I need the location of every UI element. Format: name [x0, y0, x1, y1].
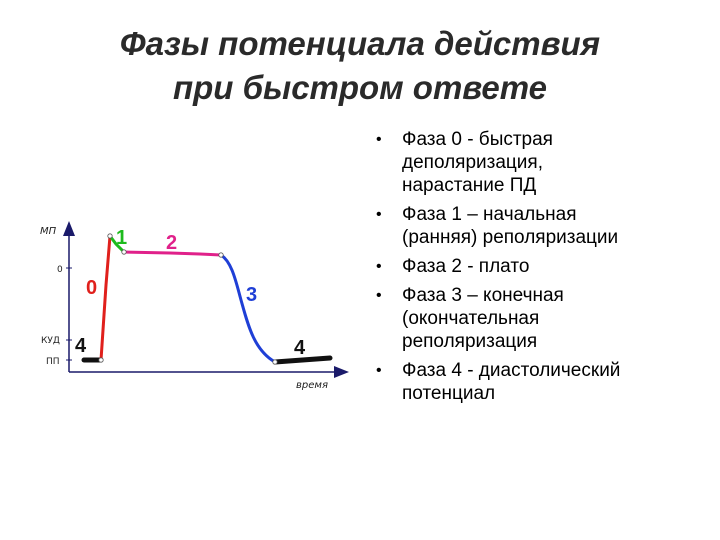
bullet-dot: •: [376, 258, 382, 275]
phase-list-item: • Фаза 4 - диастолический потенциал: [372, 359, 702, 405]
phase-list-item-line: (окончательная: [402, 308, 540, 329]
phase-list-item-line: Фаза 2 - плато: [402, 256, 530, 277]
phase-list-item-line: реполяризация: [402, 331, 538, 352]
tick-zero-label: 0: [57, 265, 63, 275]
phase-list-item: • Фаза 3 – конечная (окончательная реполяри…: [372, 284, 702, 353]
junction-dot-1: [107, 233, 113, 239]
tick-pp-label: ПП: [46, 357, 60, 367]
phase-list-item: • Фаза 1 – начальная (ранняя) реполяризаци…: [372, 203, 702, 249]
junction-dot-5: [98, 357, 104, 363]
y-axis-label: МП: [40, 226, 57, 237]
phase-list-item-line: Фаза 4 - диастолический: [402, 360, 621, 381]
phase-list-item-line: Фаза 1 – начальная: [402, 204, 577, 225]
phase-list-item-line: потенциал: [402, 383, 496, 404]
slide-title: Фазы потенциала действия при быстром отв…: [0, 22, 720, 110]
phase-list-item-line: деполяризация,: [402, 152, 543, 173]
phase-label-4-left: 4: [75, 335, 87, 357]
phase-2-segment: [122, 250, 223, 257]
phase-label-4-right: 4: [294, 337, 306, 359]
phase-list-item: • Фаза 2 - плато: [372, 255, 702, 278]
phase-label-1: 1: [116, 227, 127, 249]
bullet-dot: •: [376, 206, 382, 223]
phase-list-item-line: (ранняя) реполяризации: [402, 227, 619, 248]
phase-list-item-line: Фаза 3 – конечная: [402, 285, 564, 306]
title-line-2: при быстром ответе: [172, 69, 548, 106]
x-axis-label: время: [296, 380, 328, 391]
bullet-dot: •: [376, 362, 382, 379]
phase-1-segment: [108, 234, 126, 254]
phase-label-3: 3: [246, 284, 257, 306]
junction-dot-3: [218, 252, 224, 258]
phase-label-0: 0: [86, 277, 97, 299]
phase-list: • Фаза 0 - быстрая деполяризация, нарастани…: [372, 128, 702, 411]
phase-list-item: • Фаза 0 - быстрая деполяризация, нарастани…: [372, 128, 702, 197]
junction-dot-4: [272, 359, 278, 365]
junction-dot-2: [121, 249, 127, 255]
phase-0-segment: [99, 234, 112, 362]
phase-label-2: 2: [166, 232, 177, 254]
bullet-dot: •: [376, 287, 382, 304]
phase-4-right-segment: [272, 355, 333, 365]
bullet-dot: •: [376, 131, 382, 148]
phase-list-item-line: нарастание ПД: [402, 175, 537, 196]
title-line-1: Фазы потенциала действия: [119, 25, 601, 62]
tick-kud-label: КУД: [41, 336, 60, 346]
phase-3-segment: [219, 253, 277, 364]
phase-list-item-line: Фаза 0 - быстрая: [402, 129, 553, 150]
